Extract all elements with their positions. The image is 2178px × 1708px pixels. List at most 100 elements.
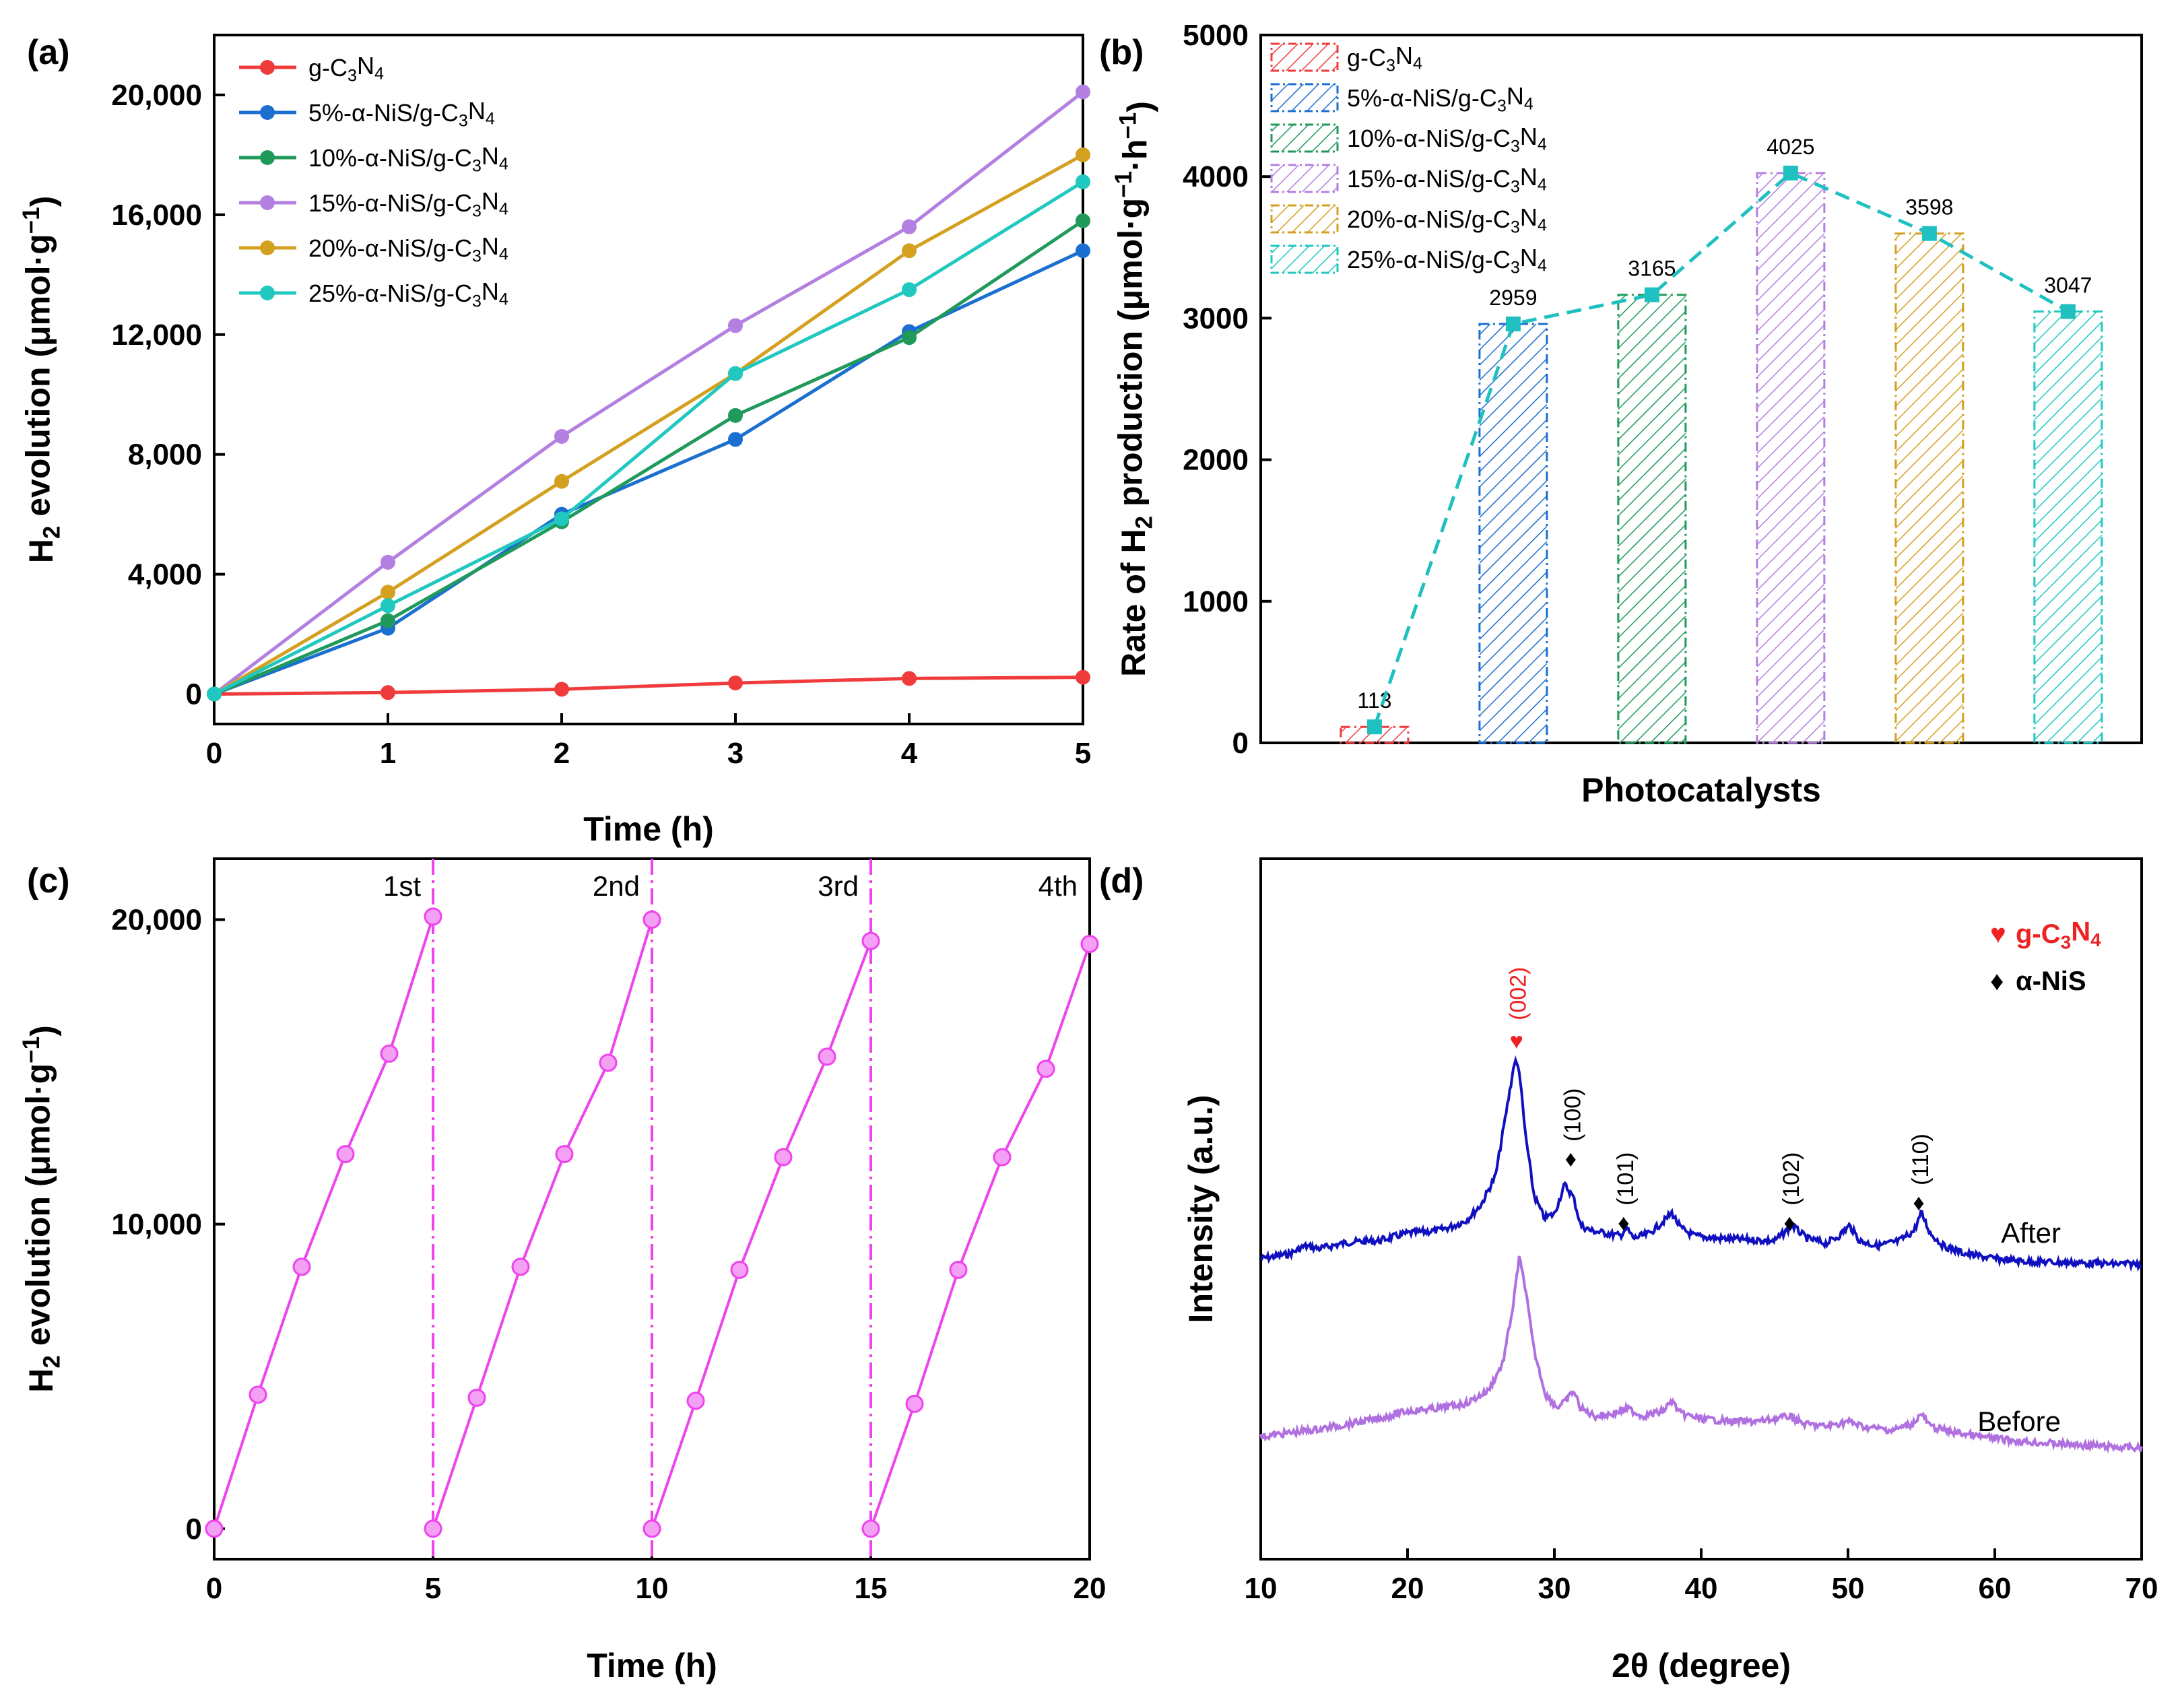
peak-label-d: (100) [1560,1088,1585,1142]
cycle-line-c [213,916,434,1530]
peak-marker-d: ♦ [1618,1210,1629,1236]
trend-marker-b [2060,304,2076,319]
bar-b [1478,323,1548,744]
legend-swatch-b [1270,204,1339,234]
data-point-a [381,598,395,614]
x-tick-label-d: 70 [2125,1572,2158,1605]
panel-label-d: (d) [1099,861,1144,900]
trend-marker-b [1644,287,1659,302]
x-tick-label-a: 2 [554,737,570,770]
legend-label-a: g-C3N4 [308,52,384,86]
y-axis-label-a: H2 evolution (μmol·g−1) [18,196,65,563]
data-point-a [728,366,743,381]
bar-b [1617,294,1687,744]
data-point-a [554,511,569,527]
bar-data-label-b: 3598 [1905,195,1953,220]
data-point-c [642,1519,661,1538]
panel-a: 0 1 2 3 4 5 0 4,000 8,000 12,000 16,000 20,000 Time … [18,33,1091,848]
plot-frame-d [1259,857,2143,1561]
legend-symbol-d: ♦ [1990,966,2004,996]
x-tick-label-c: 5 [425,1572,441,1605]
data-point-a [1076,243,1090,259]
x-tick-label-c: 10 [636,1572,669,1605]
data-point-c [336,1145,355,1164]
legend-label-d: g-C3N4 [2016,917,2101,952]
peak-marker-d: ♦ [1783,1210,1795,1236]
cycle-label-c: 1st [383,870,421,902]
y-tick-label-c: 10,000 [111,1208,202,1241]
bar-data-label-b: 3047 [2044,273,2092,298]
data-point-a [902,671,917,686]
bar-data-label-b: 4025 [1767,135,1814,159]
y-tick-label-a: 16,000 [111,199,202,232]
data-point-c [818,1047,836,1066]
data-point-c [1080,935,1099,954]
series-line-a [213,219,1084,696]
panel-d: 10 20 30 40 50 60 70 2θ (degree) Intensity (a.u.… [1099,857,2158,1684]
x-tick-label-d: 40 [1685,1572,1718,1605]
bar-data-label-b: 2959 [1489,286,1537,310]
legend-label-d: α-NiS [2016,966,2086,996]
series-line-a [213,153,1084,696]
peak-marker-d: ♦ [1913,1190,1924,1216]
data-point-a [381,685,395,700]
legend-swatch-b [1270,244,1339,274]
legend-marker-a [260,105,275,120]
series-line-a [213,676,1084,696]
legend-label-a: 15%-α-NiS/g-C3N4 [308,187,508,221]
cycle-label-c: 3rd [818,870,859,902]
peak-label-d: (002) [1506,967,1531,1020]
panel-label-b: (b) [1099,33,1144,72]
legend-label-a: 5%-α-NiS/g-C3N4 [308,97,495,131]
data-point-c [424,907,442,926]
data-point-c [686,1391,705,1410]
legend-label-b: 10%-α-NiS/g-C3N4 [1347,123,1547,156]
legend-marker-a [260,195,275,210]
series-line-a [213,90,1084,696]
peak-label-d: (102) [1779,1152,1804,1206]
data-point-c [993,1148,1012,1167]
data-point-c [774,1148,793,1167]
bar-data-label-b: 3165 [1628,257,1676,281]
y-tick-label-c: 0 [186,1513,202,1546]
data-point-a [728,676,743,691]
data-point-c [380,1044,399,1063]
data-point-a [728,432,743,447]
cycle-line-c [432,919,653,1530]
panel-b: 0 1000 2000 3000 4000 5000 Photocatalysts Rate … [1099,19,2143,809]
data-point-a [902,282,917,298]
data-point-a [1076,84,1090,100]
x-tick-label-a: 4 [901,737,918,770]
data-point-c [511,1257,530,1276]
cycle-line-c [651,940,872,1530]
peak-marker-d: ♦ [1565,1146,1577,1172]
legend-label-b: 15%-α-NiS/g-C3N4 [1347,163,1547,197]
data-point-a [902,330,917,346]
bar-b [2033,310,2103,744]
data-point-a [902,243,917,259]
trend-marker-b [1921,226,1937,241]
data-point-a [728,318,743,333]
y-tick-label-a: 20,000 [111,79,202,112]
trend-marker-b [1505,317,1521,332]
y-tick-label-a: 8,000 [128,438,202,471]
x-axis-label-d: 2θ (degree) [1612,1647,1791,1684]
y-tick-label-c: 20,000 [111,903,202,936]
x-axis-label-b: Photocatalysts [1581,771,1821,809]
y-tick-label-b: 0 [1232,727,1249,760]
panel-label-c: (c) [27,861,70,900]
data-point-a [381,585,395,600]
peak-marker-d: ♥ [1510,1028,1523,1054]
legend-swatch-b [1270,164,1339,193]
data-point-c [730,1260,749,1279]
xrd-trace-d [1260,1055,2142,1272]
cycle-line-c [869,943,1091,1530]
x-tick-label-d: 60 [1979,1572,2012,1605]
data-point-a [728,407,743,423]
x-tick-label-a: 3 [727,737,744,770]
data-point-a [1076,174,1090,189]
data-point-c [424,1519,442,1538]
data-point-c [555,1145,574,1164]
x-tick-label-d: 20 [1391,1572,1424,1605]
